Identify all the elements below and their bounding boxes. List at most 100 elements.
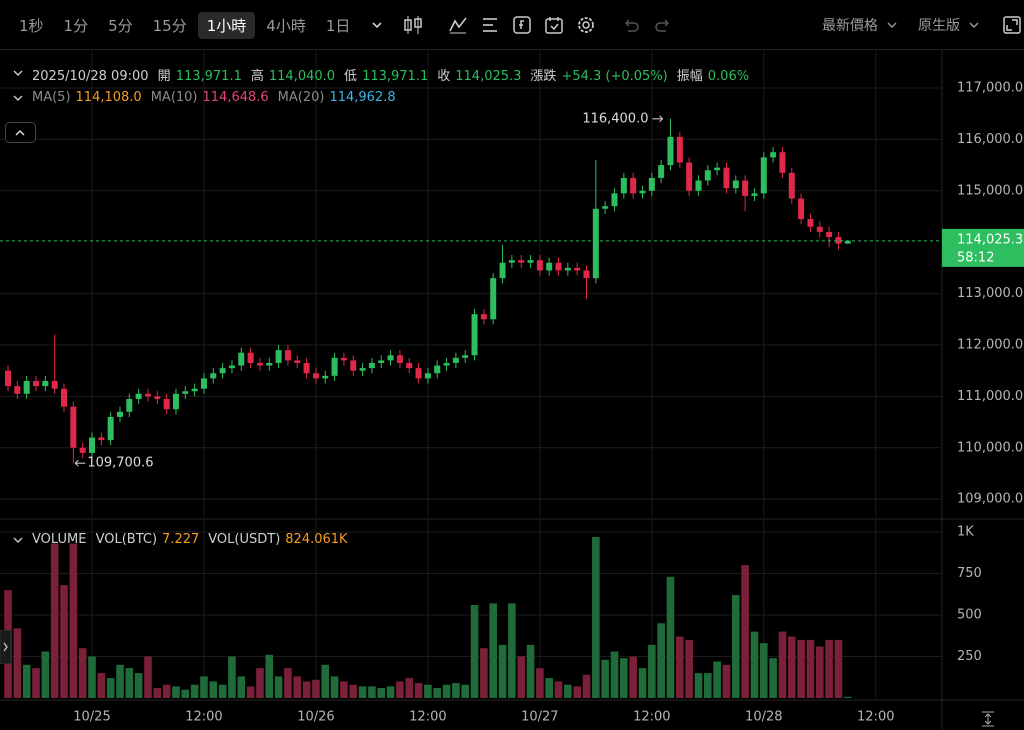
candle-body — [676, 136, 683, 163]
volume-bar — [582, 674, 591, 698]
ohlc-value: 113,971.1 — [362, 69, 429, 84]
volume-bar — [592, 536, 600, 698]
volume-bar — [246, 686, 255, 698]
price-type-selector[interactable]: 最新價格 — [822, 18, 878, 34]
volume-bar — [218, 684, 227, 698]
candle-body — [5, 370, 12, 387]
volume-bar — [172, 686, 180, 698]
volume-bar — [620, 658, 628, 698]
volume-bar — [274, 676, 283, 698]
volume-bar — [452, 683, 460, 698]
volume-bar — [330, 676, 339, 698]
candle-body — [359, 368, 366, 371]
side-panel-toggle[interactable] — [0, 630, 12, 664]
interval-tab[interactable]: 1小時 — [197, 12, 256, 39]
candle-body — [182, 391, 189, 394]
replay-icon[interactable] — [544, 15, 564, 35]
volume-bar — [713, 661, 721, 698]
candle-body — [61, 388, 68, 407]
collapse-icon[interactable] — [12, 92, 24, 104]
candle-body — [88, 437, 95, 453]
dropdown-icon[interactable] — [968, 19, 980, 31]
candle-body — [135, 393, 142, 399]
candle-body — [770, 152, 777, 158]
candle-body — [807, 219, 814, 227]
volume-label: VOL(USDT) — [208, 532, 281, 547]
candle-body — [116, 411, 123, 417]
collapse-icon[interactable] — [12, 67, 24, 79]
fullscreen-icon[interactable] — [1003, 16, 1021, 34]
volume-bar — [312, 679, 320, 698]
volume-bar — [60, 585, 68, 698]
formula-icon[interactable] — [512, 15, 532, 35]
candle-body — [23, 380, 30, 394]
time: 2025/10/28 09:00 — [32, 69, 149, 84]
candle-body — [340, 357, 347, 361]
volume-bar — [162, 684, 171, 698]
volume-bar — [722, 664, 731, 698]
volume-bar — [424, 684, 432, 698]
volume-bar — [480, 648, 488, 698]
volume-bar — [69, 543, 78, 698]
ohlc-value: +54.3 (+0.05%) — [561, 69, 668, 84]
volume-bar — [134, 673, 143, 698]
volume-bar — [125, 668, 134, 698]
dropdown-icon[interactable] — [886, 19, 898, 31]
candle-body — [462, 355, 469, 358]
candle-body — [14, 386, 21, 394]
undo-icon[interactable] — [622, 16, 640, 34]
volume-bar — [209, 681, 218, 698]
ohlc-label: 漲跌 — [530, 69, 557, 84]
indicator-icon[interactable] — [448, 15, 468, 35]
volume-bar — [797, 639, 805, 698]
redo-icon[interactable] — [654, 16, 672, 34]
x-tick-label: 10/26 — [297, 710, 334, 725]
settings-icon[interactable] — [576, 15, 596, 35]
volume-bar — [13, 628, 22, 698]
candle-body — [760, 157, 767, 194]
interval-tab[interactable]: 1日 — [325, 17, 351, 35]
interval-tab[interactable]: 15分 — [152, 17, 187, 35]
candle-body — [816, 226, 823, 232]
candle-body — [835, 237, 842, 244]
interval-tab[interactable]: 1分 — [63, 17, 89, 35]
candle-body — [639, 190, 646, 194]
candle-body — [723, 167, 730, 189]
y-tick-label: 110,000.0 — [957, 440, 1023, 455]
interval-tab[interactable]: 4小時 — [266, 17, 306, 35]
x-tick-label: 10/28 — [745, 710, 782, 725]
volume-label: VOL(BTC) — [95, 532, 158, 547]
candle-body — [602, 206, 609, 209]
candle-type-icon[interactable] — [403, 14, 423, 36]
x-tick-label: 10/25 — [73, 710, 110, 725]
candle-body — [779, 152, 786, 173]
volume-bar — [545, 678, 553, 698]
ohlc-legend: 2025/10/28 09:00 開 113,971.1 高 114,040.0 低 11… — [32, 65, 758, 84]
collapse-button[interactable] — [5, 122, 37, 144]
countdown-label: 58:12 — [957, 250, 994, 265]
volume-bar — [442, 684, 451, 698]
volume-bar — [153, 688, 162, 698]
candle-body — [70, 406, 77, 448]
y-tick-label: 111,000.0 — [957, 389, 1023, 404]
ohlc-label: 收 — [437, 69, 451, 84]
volume-bar — [284, 668, 292, 698]
annotation-arrowhead — [74, 459, 79, 467]
candle-body — [275, 350, 282, 363]
collapse-icon[interactable] — [12, 534, 24, 546]
mode-selector[interactable]: 原生版 — [918, 18, 960, 34]
ma-label: MA(10) — [150, 90, 198, 105]
volume-bar — [414, 683, 423, 698]
candle-body — [667, 136, 674, 166]
candle-body — [798, 198, 805, 220]
interval-tab[interactable]: 1秒 — [19, 17, 44, 35]
draw-tools-icon[interactable] — [480, 15, 500, 35]
candle-body — [191, 388, 198, 392]
dropdown-icon[interactable] — [370, 18, 384, 32]
volume-bar — [256, 668, 264, 698]
axis-reset-icon[interactable] — [980, 710, 996, 728]
volume-bar — [685, 639, 693, 698]
volume-bar — [508, 603, 516, 698]
y-tick-label: 750 — [957, 566, 982, 581]
interval-tab[interactable]: 5分 — [108, 17, 133, 35]
